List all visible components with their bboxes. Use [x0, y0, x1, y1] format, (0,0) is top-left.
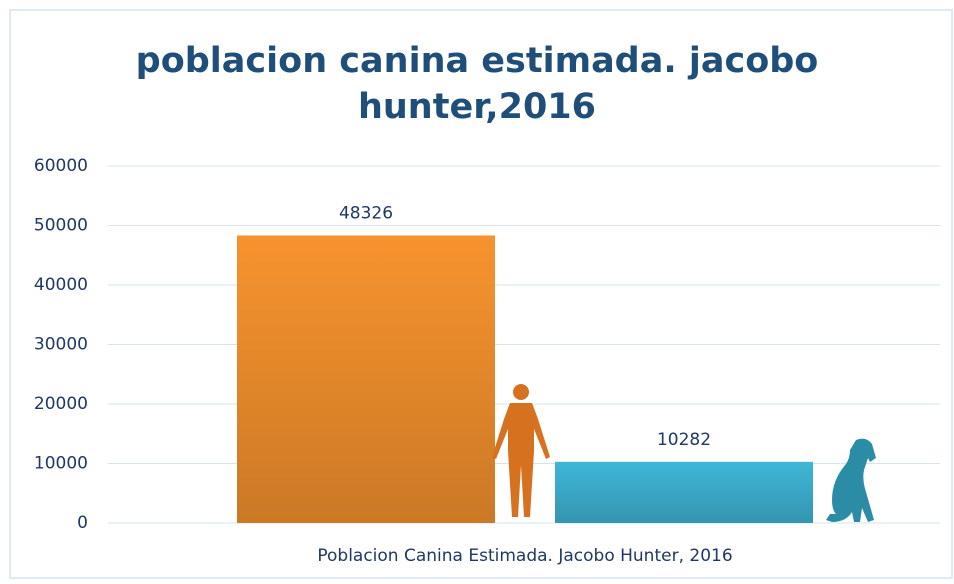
y-tick-label: 20000 [34, 394, 88, 414]
y-tick-label: 60000 [34, 156, 88, 176]
value-label: 48326 [339, 203, 393, 223]
y-tick-label: 10000 [34, 454, 88, 474]
human-icon [492, 384, 550, 517]
y-tick-label: 50000 [34, 216, 88, 236]
value-label: 10282 [657, 430, 711, 450]
chart-title: poblacion canina estimada. jacobo [136, 41, 819, 81]
plot: 0 10000 20000 30000 40000 50000 60000 48326 1028… [34, 156, 940, 533]
x-axis-label: Poblacion Canina Estimada. Jacobo Hunter… [317, 546, 732, 566]
bar-shade [237, 235, 495, 523]
y-tick-label: 30000 [34, 335, 88, 355]
chart-title: hunter,2016 [358, 87, 596, 127]
y-tick-label: 40000 [34, 275, 88, 295]
dog-icon [826, 438, 876, 522]
bar-shade [555, 461, 813, 523]
y-tick-label: 0 [77, 513, 88, 533]
